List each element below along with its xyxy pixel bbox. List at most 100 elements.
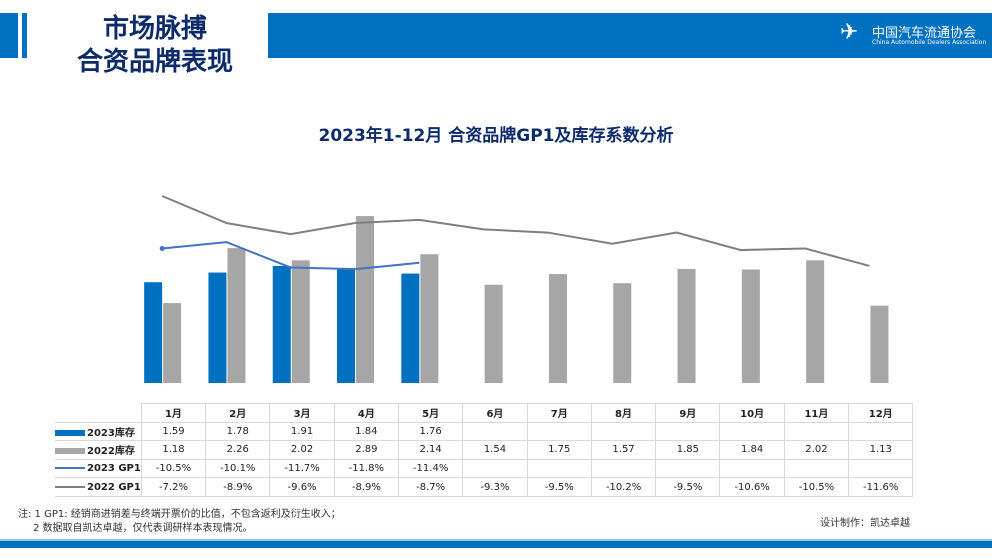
line-2023 GP1 — [162, 241, 420, 271]
bar-2022库存-12月 — [870, 305, 889, 383]
table-cell: 2.02 — [783, 440, 850, 460]
table-cell: 1.78 — [205, 421, 271, 442]
table-corner — [55, 403, 142, 423]
month-header: 5月 — [397, 403, 464, 423]
table-cell — [462, 458, 528, 479]
table-row: 2023库存 1.59 1.78 1.91 1.84 1.76 — [55, 421, 914, 442]
bar-2023库存-4月 — [337, 269, 356, 383]
page-title-line1: 市场脉搏 — [102, 14, 207, 44]
month-header: 1月 — [140, 403, 207, 423]
month-header: 9月 — [655, 403, 721, 423]
bar-2022库存-1月 — [163, 303, 182, 383]
table-cell — [655, 421, 721, 442]
table-cell: 1.18 — [140, 440, 207, 460]
month-header: 2月 — [205, 403, 271, 423]
month-header: 3月 — [269, 403, 335, 423]
table-cell: 2.26 — [205, 440, 271, 460]
legend-swatch — [55, 448, 85, 455]
legend-line-icon — [55, 467, 85, 470]
table-cell: 1.84 — [333, 421, 400, 442]
bar-2023库存-1月 — [144, 282, 163, 383]
bar-2022库存-3月 — [291, 260, 310, 383]
bar-2022库存-5月 — [420, 254, 439, 383]
table-cell — [848, 458, 914, 479]
logo-mark-icon: ✈ — [840, 20, 859, 45]
series-name: 2023 GP1 — [87, 463, 141, 475]
table-cell: -8.9% — [333, 477, 400, 497]
table-cell: 2.14 — [397, 440, 464, 460]
chart-title: 2023年1-12月 合资品牌GP1及库存系数分析 — [318, 126, 674, 146]
bar-2022库存-9月 — [677, 268, 696, 383]
table-cell: 1.91 — [269, 421, 335, 442]
table-cell: -9.3% — [462, 477, 528, 497]
header-banner — [268, 13, 992, 58]
table-cell — [783, 458, 850, 479]
footer-line — [0, 539, 992, 541]
legend-line-icon — [55, 485, 85, 488]
credit: 设计制作：凯达卓越 — [820, 518, 910, 529]
table-cell — [848, 421, 914, 442]
footer-bar — [0, 541, 992, 548]
table-row: 2022 GP1 -7.2% -8.9% -9.6% -8.9% -8.7% -9.3% -9… — [55, 477, 914, 497]
page-title-line2: 合资品牌表现 — [76, 47, 233, 77]
table-cell: 1.84 — [719, 440, 785, 460]
page-title: 市场脉搏 合资品牌表现 — [40, 13, 270, 79]
table-cell: -7.2% — [140, 477, 207, 497]
table-cell: 2.02 — [269, 440, 335, 460]
table-cell: -9.6% — [269, 477, 335, 497]
table-cell: -11.7% — [269, 458, 335, 479]
month-header: 7月 — [526, 403, 592, 423]
bar-2023库存-5月 — [401, 273, 420, 383]
table-cell: -11.4% — [397, 458, 464, 479]
bar-2023库存-3月 — [272, 265, 291, 383]
bar-2022库存-6月 — [484, 284, 503, 383]
data-table: 1月 2月 3月 4月 5月 6月 7月 8月 9月 10月 11月 12月 2023库存 1.59 1.7… — [55, 403, 914, 497]
table-cell — [783, 421, 850, 442]
table-cell: 1.76 — [397, 421, 464, 442]
table-cell — [526, 458, 592, 479]
table-row: 2023 GP1 -10.5% -10.1% -11.7% -11.8% -11.4% — [55, 458, 914, 479]
footnote-line2: 2 数据取自凯达卓越，仅代表调研样本表现情况。 — [33, 523, 253, 534]
table-cell: -10.6% — [719, 477, 785, 497]
bar-2022库存-11月 — [806, 260, 825, 383]
table-cell: -11.6% — [848, 477, 914, 497]
table-cell: 1.54 — [462, 440, 528, 460]
table-cell: -10.2% — [590, 477, 657, 497]
footnote-line1: 注: 1 GP1: 经销商进销差与终端开票价的比值，不包含返利及衍生收入； — [18, 509, 341, 520]
table-cell: -9.5% — [655, 477, 721, 497]
table-cell: 1.13 — [848, 440, 914, 460]
table-cell: -8.7% — [397, 477, 464, 497]
bar-2022库存-4月 — [356, 216, 375, 383]
month-header: 11月 — [783, 403, 850, 423]
table-row: 2022库存 1.18 2.26 2.02 2.89 2.14 1.54 1.75 1.57 1.… — [55, 440, 914, 460]
bar-2022库存-7月 — [548, 274, 567, 383]
table-cell — [590, 458, 657, 479]
bar-2022库存-8月 — [613, 283, 632, 383]
logo-text-en: China Automobile Dealers Association — [872, 39, 987, 46]
accent-bar-thin — [22, 13, 27, 58]
month-header: 6月 — [462, 403, 528, 423]
table-cell: 1.85 — [655, 440, 721, 460]
bar-2022库存-10月 — [741, 269, 760, 383]
bar-2023库存-2月 — [208, 272, 227, 383]
line-marker-2023 GP1 — [159, 245, 165, 251]
table-cell: -8.9% — [205, 477, 271, 497]
footnote: 注: 1 GP1: 经销商进销差与终端开票价的比值，不包含返利及衍生收入； 2 … — [18, 508, 341, 536]
table-cell — [462, 421, 528, 442]
table-cell — [655, 458, 721, 479]
table-cell — [719, 458, 785, 479]
month-header: 10月 — [719, 403, 785, 423]
table-cell: 1.59 — [140, 421, 207, 442]
series-name: 2023库存 — [87, 427, 135, 439]
table-cell: -10.5% — [783, 477, 850, 497]
accent-bar — [0, 13, 18, 58]
month-header: 8月 — [590, 403, 657, 423]
table-cell: -9.5% — [526, 477, 592, 497]
table-cell: 2.89 — [333, 440, 400, 460]
table-cell: -10.1% — [205, 458, 271, 479]
table-cell — [719, 421, 785, 442]
series-name: 2022 GP1 — [87, 481, 141, 493]
logo-text-cn: 中国汽车流通协会 — [872, 26, 977, 41]
table-cell: 1.57 — [590, 440, 657, 460]
